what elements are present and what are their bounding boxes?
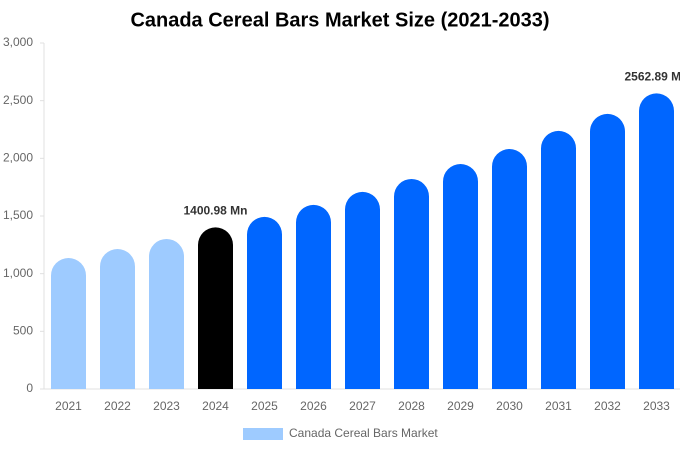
x-tick-label: 2026	[300, 399, 327, 413]
data-label: 2562.89 Mn	[624, 70, 680, 84]
y-tick-label: 500	[13, 324, 33, 338]
bar	[492, 148, 527, 389]
x-tick-label: 2021	[55, 399, 82, 413]
x-tick-label: 2027	[349, 399, 376, 413]
legend-label: Canada Cereal Bars Market	[289, 426, 438, 440]
bar	[541, 130, 576, 389]
y-tick-label: 0	[26, 381, 33, 395]
bar	[345, 191, 380, 389]
x-tick-label: 2030	[496, 399, 523, 413]
x-tick-label: 2031	[545, 399, 572, 413]
bar	[590, 113, 625, 389]
x-tick-label: 2028	[398, 399, 425, 413]
x-tick-label: 2033	[643, 399, 670, 413]
x-tick-label: 2022	[104, 399, 131, 413]
bar	[639, 93, 674, 389]
y-tick-label: 1,500	[3, 208, 33, 222]
bar	[296, 204, 331, 389]
y-tick-label: 3,000	[3, 35, 33, 49]
x-tick-label: 2032	[594, 399, 621, 413]
x-tick-label: 2023	[153, 399, 180, 413]
x-tick-label: 2029	[447, 399, 474, 413]
legend-swatch	[243, 428, 283, 440]
y-tick-label: 2,500	[3, 93, 33, 107]
bar	[443, 163, 478, 389]
y-tick-label: 1,000	[3, 266, 33, 280]
bar	[51, 257, 86, 389]
x-tick-label: 2024	[202, 399, 229, 413]
x-tick-label: 2025	[251, 399, 278, 413]
bar	[247, 216, 282, 389]
bar	[100, 248, 135, 389]
data-label: 1400.98 Mn	[183, 204, 247, 218]
bar	[394, 178, 429, 389]
bar	[149, 238, 184, 389]
y-tick-label: 2,000	[3, 151, 33, 165]
chart-title: Canada Cereal Bars Market Size (2021-203…	[130, 9, 549, 31]
bar	[198, 227, 233, 389]
